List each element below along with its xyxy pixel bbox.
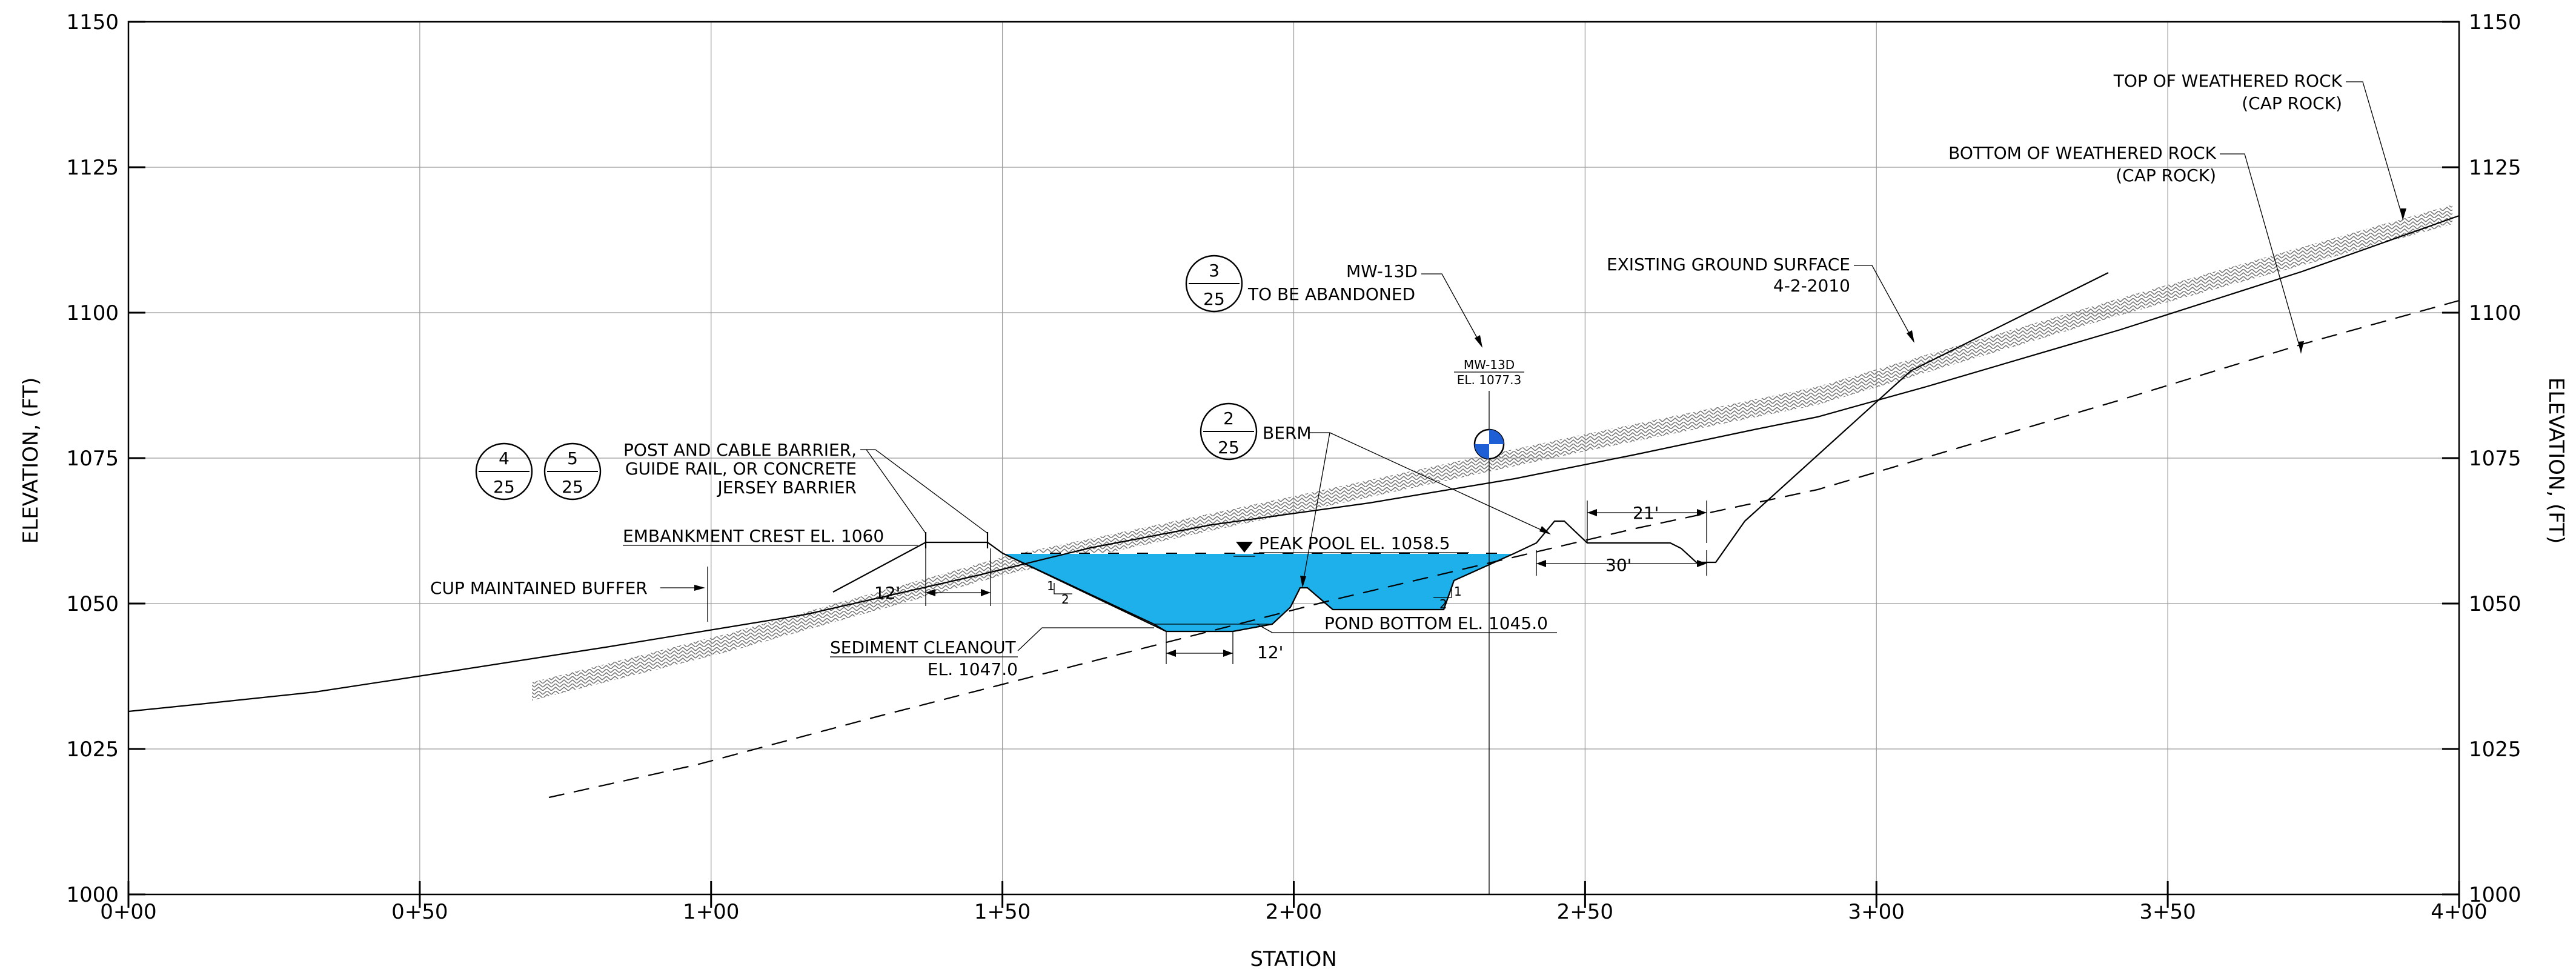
dimension-12-left xyxy=(926,589,991,596)
slope-2a: 2 xyxy=(1061,592,1069,607)
dim-12-bottom-label: 12' xyxy=(1257,642,1283,662)
embankment-crest-label: EMBANKMENT CREST EL. 1060 xyxy=(623,526,884,546)
x-tick-label: 0+50 xyxy=(391,900,448,924)
detail-ref-3-25: 3 25 xyxy=(1185,255,1243,313)
mw-13d-arrow xyxy=(1475,335,1482,348)
existing-ground-line xyxy=(128,215,2460,713)
barrier-label-2: GUIDE RAIL, OR CONCRETE xyxy=(625,459,857,479)
to-be-abandoned-label: TO BE ABANDONED xyxy=(1247,284,1415,304)
pond-bottom-label: POND BOTTOM EL. 1045.0 xyxy=(1324,613,1548,633)
mw-13d-leader xyxy=(1421,273,1482,346)
top-weathered-rock-leader xyxy=(2346,81,2403,219)
y-tick-label-left: 1075 xyxy=(66,447,119,471)
svg-text:4: 4 xyxy=(499,448,510,468)
sediment-cleanout-leader xyxy=(1017,627,1154,651)
y-tick-label-left: 1100 xyxy=(66,301,119,325)
bottom-weathered-rock-sublabel: (CAP ROCK) xyxy=(2116,165,2216,185)
pond-bottom-leader xyxy=(1256,624,1273,633)
top-weathered-rock-sublabel: (CAP ROCK) xyxy=(2242,93,2342,113)
cup-buffer-arrow xyxy=(694,585,705,591)
slope-1b: 1 xyxy=(1454,584,1462,599)
svg-text:25: 25 xyxy=(1218,438,1240,458)
detail-ref-5-25: 5 25 xyxy=(543,442,602,501)
slope-symbol-b xyxy=(1433,587,1452,598)
x-tick-label: 4+00 xyxy=(2431,900,2487,924)
x-tick-label: 3+00 xyxy=(1848,900,1905,924)
y-tick-label-right: 1025 xyxy=(2469,737,2521,762)
mw-13d-callout-label: MW-13D xyxy=(1346,261,1418,281)
peak-pool-marker-icon xyxy=(1236,542,1253,553)
y-tick-label-right: 1150 xyxy=(2469,10,2521,35)
dimension-12-bottom xyxy=(1166,650,1233,657)
y-tick-label-left: 1150 xyxy=(66,10,119,35)
dimension-21 xyxy=(1587,509,1707,516)
grid xyxy=(128,22,2459,894)
svg-text:5: 5 xyxy=(567,448,578,468)
svg-text:25: 25 xyxy=(562,477,583,497)
existing-ground-arrow xyxy=(1907,330,1914,343)
y-tick-label-left: 1000 xyxy=(66,883,119,907)
x-tick-label: 1+00 xyxy=(683,900,739,924)
svg-text:3: 3 xyxy=(1209,261,1220,281)
dim-21-label: 21' xyxy=(1633,503,1659,523)
bottom-weathered-rock-leader xyxy=(2220,153,2302,352)
existing-ground-sublabel: 4-2-2010 xyxy=(1773,276,1850,296)
bottom-weathered-rock-label: BOTTOM OF WEATHERED ROCK xyxy=(1948,143,2216,163)
mw-label-elevation: EL. 1077.3 xyxy=(1457,373,1521,387)
peak-pool-label: PEAK POOL EL. 1058.5 xyxy=(1259,533,1450,553)
cup-buffer-label: CUP MAINTAINED BUFFER xyxy=(430,578,648,598)
y-tick-label-right: 1075 xyxy=(2469,447,2521,471)
dim-12-left-label: 12' xyxy=(874,583,900,603)
berm-label: BERM xyxy=(1263,423,1312,443)
top-weathered-rock-arrow xyxy=(2400,208,2406,221)
x-tick-label: 2+00 xyxy=(1266,900,1322,924)
barrier-leader-2 xyxy=(875,449,988,534)
detail-ref-4-25: 4 25 xyxy=(475,442,533,501)
detail-ref-2-25: 2 25 xyxy=(1200,402,1258,461)
y-tick-label-left: 1125 xyxy=(66,156,119,180)
weathered-rock-hatch xyxy=(532,205,2452,700)
monitoring-well-icon xyxy=(1473,428,1505,460)
sediment-cleanout-label: SEDIMENT CLEANOUT xyxy=(830,637,1017,657)
top-weathered-rock-label: TOP OF WEATHERED ROCK xyxy=(2113,71,2343,91)
y-tick-label-right: 1100 xyxy=(2469,301,2521,325)
y-axis-title-left: ELEVATION, (FT) xyxy=(19,378,43,544)
x-tick-label: 2+50 xyxy=(1557,900,1613,924)
bottom-weathered-rock-line xyxy=(548,299,2460,799)
y-tick-label-left: 1050 xyxy=(66,592,119,616)
x-tick-label: 0+00 xyxy=(100,900,156,924)
barrier-label-1: POST AND CABLE BARRIER, xyxy=(623,440,857,460)
mw-label-name: MW-13D xyxy=(1464,358,1515,372)
dim-30-label: 30' xyxy=(1605,555,1632,575)
slope-symbol-a xyxy=(1054,583,1072,594)
y-tick-label-right: 1125 xyxy=(2469,156,2521,180)
axis-ticks: 0+00 0+50 1+00 1+50 2+00 2+50 3+00 3+50 4+001000… xyxy=(66,10,2521,924)
berm-arrow-1 xyxy=(1300,576,1306,588)
existing-ground-label: EXISTING GROUND SURFACE xyxy=(1607,255,1850,275)
existing-ground-leader xyxy=(1854,265,1914,341)
x-tick-label: 1+50 xyxy=(974,900,1031,924)
svg-text:2: 2 xyxy=(1223,408,1234,428)
svg-text:25: 25 xyxy=(493,477,515,497)
sediment-cleanout-elevation: EL. 1047.0 xyxy=(928,659,1018,679)
x-axis-title: STATION xyxy=(1250,947,1336,971)
y-tick-label-right: 1000 xyxy=(2469,883,2521,907)
y-tick-label-left: 1025 xyxy=(66,737,119,762)
dimension-30 xyxy=(1536,560,1707,567)
x-tick-label: 3+50 xyxy=(2139,900,2196,924)
barrier-label-3: JERSEY BARRIER xyxy=(716,478,857,497)
bottom-weathered-rock-arrow xyxy=(2298,341,2304,354)
svg-text:25: 25 xyxy=(1203,289,1225,309)
slope-2b: 2 xyxy=(1439,597,1447,611)
y-tick-label-right: 1050 xyxy=(2469,592,2521,616)
y-axis-title-right: ELEVATION, (FT) xyxy=(2544,378,2568,544)
berm-arrow-2 xyxy=(1539,526,1551,534)
berm-leader-2 xyxy=(1329,432,1549,534)
barrier-leader-1 xyxy=(866,449,926,534)
slope-1a: 1 xyxy=(1047,579,1055,593)
